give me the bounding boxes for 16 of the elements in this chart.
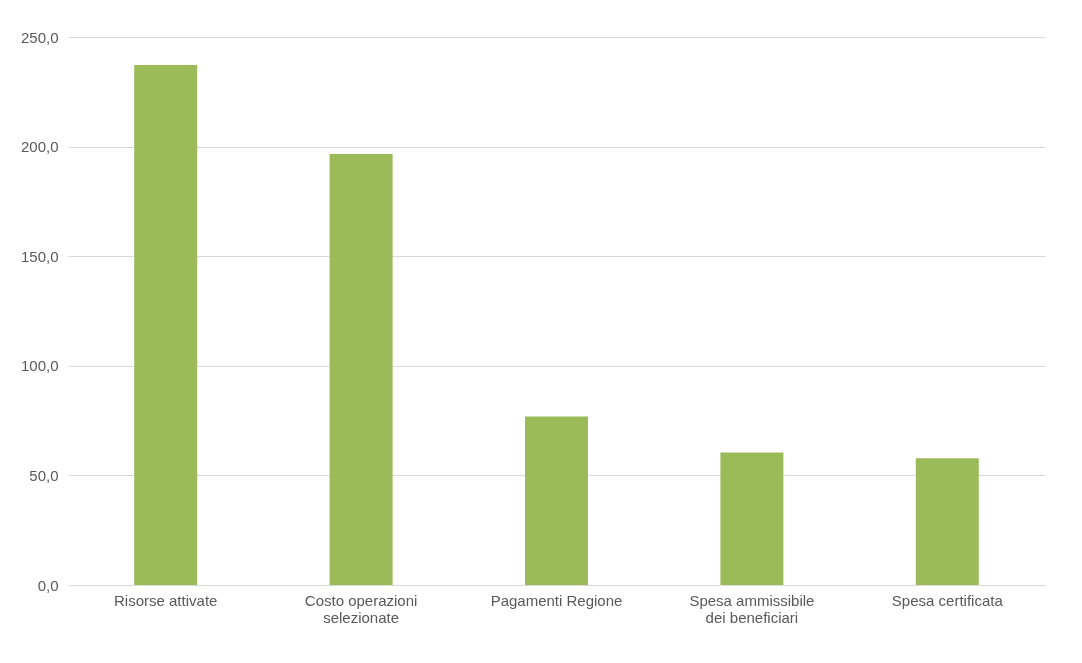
x-tick-label: Pagamenti Regione <box>490 591 623 609</box>
x-tick-label: Costo operazioni selezionate <box>304 591 418 626</box>
bar <box>720 452 784 585</box>
y-tick-label: 250,0 <box>20 28 59 46</box>
x-tick-label: Spesa ammissibile dei beneficiari <box>689 591 815 626</box>
bar <box>525 416 588 585</box>
x-tick-label: Risorse attivate <box>114 591 218 609</box>
y-tick-label: 100,0 <box>20 357 59 375</box>
y-tick-label: 150,0 <box>20 247 59 265</box>
bar <box>134 65 198 585</box>
x-tick-label: Spesa certificata <box>891 591 1004 609</box>
y-tick-label: 50,0 <box>29 466 59 484</box>
bar <box>915 458 979 585</box>
y-tick-label: 200,0 <box>20 138 59 156</box>
y-tick-label: 0,0 <box>37 576 59 594</box>
bar <box>329 154 393 585</box>
